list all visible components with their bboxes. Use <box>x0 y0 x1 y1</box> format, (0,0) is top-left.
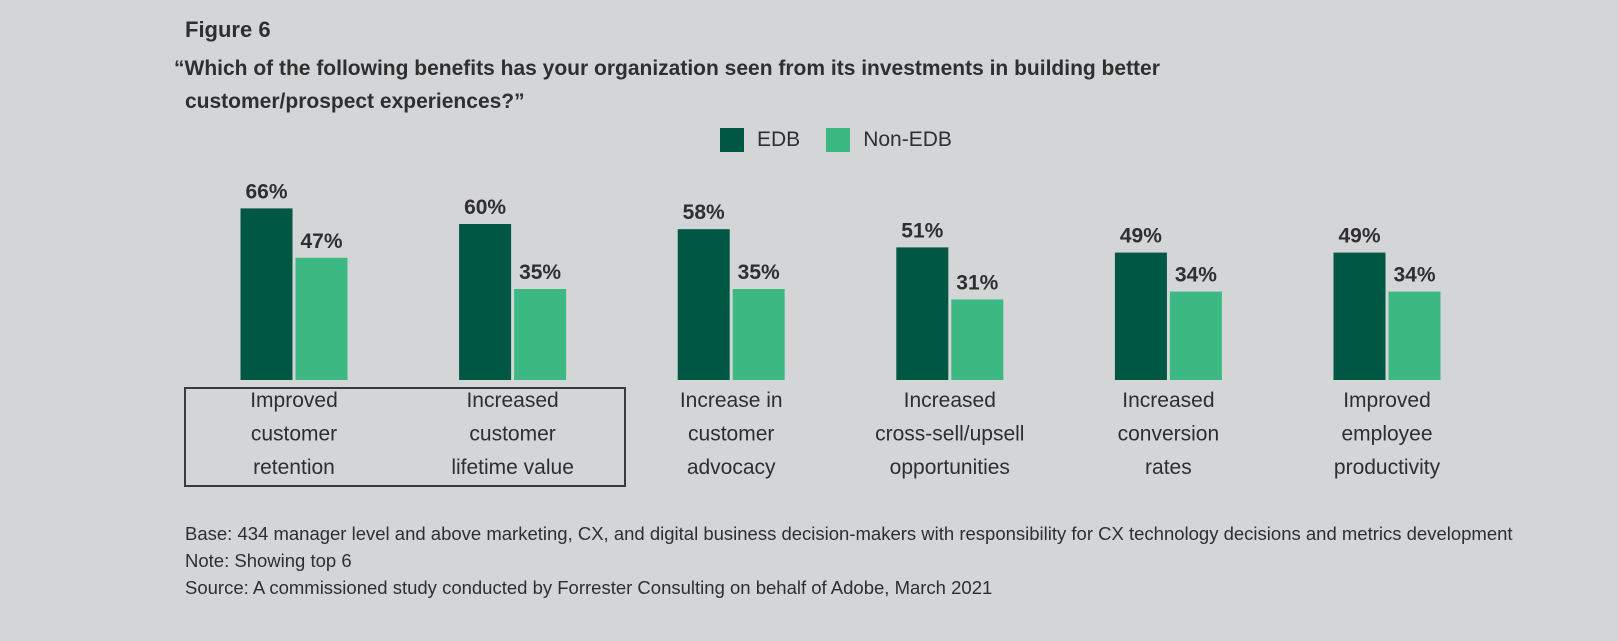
category-label-line: conversion <box>1118 423 1220 446</box>
data-label-non-edb-4: 31% <box>956 271 998 294</box>
data-label-edb-4: 51% <box>901 219 943 242</box>
category-label-2: Increased customer lifetime value <box>451 389 574 479</box>
category-label-3: Increase in customer advocacy <box>680 389 783 479</box>
footnote-source: Source: A commissioned study conducted b… <box>185 577 993 598</box>
bar-non-edb-4 <box>951 299 1004 380</box>
category-label-line: Increase in <box>680 389 783 412</box>
category-label-line: Improved <box>1343 389 1431 412</box>
data-label-edb-3: 58% <box>683 201 725 224</box>
legend-swatch-non-edb <box>826 128 851 152</box>
bar-non-edb-1 <box>295 257 348 380</box>
legend-item-edb: EDB <box>720 128 800 152</box>
category-label-line: retention <box>253 456 335 479</box>
bar-non-edb-6 <box>1388 291 1441 380</box>
data-label-non-edb-6: 34% <box>1393 264 1435 287</box>
legend: EDB Non-EDB <box>720 128 978 152</box>
bar-edb-3 <box>677 229 730 380</box>
bar-edb-1 <box>240 208 293 380</box>
data-label-edb-1: 66% <box>245 180 287 203</box>
data-label-non-edb-1: 47% <box>300 230 342 253</box>
legend-label-non-edb: Non-EDB <box>863 128 952 151</box>
bar-non-edb-3 <box>732 289 785 380</box>
data-label-non-edb-5: 34% <box>1175 264 1217 287</box>
category-label-line: customer <box>251 423 337 446</box>
footnotes: Base: 434 manager level and above market… <box>185 520 1515 601</box>
category-label-6: Improved employee productivity <box>1334 389 1441 479</box>
bar-non-edb-2 <box>514 289 567 380</box>
data-label-edb-2: 60% <box>464 196 506 219</box>
data-label-non-edb-2: 35% <box>519 261 561 284</box>
data-label-non-edb-3: 35% <box>738 261 780 284</box>
legend-label-edb: EDB <box>757 128 801 151</box>
category-label-line: customer <box>469 423 555 446</box>
chart-title-line-2: customer/prospect experiences?” <box>185 90 525 113</box>
category-label-line: Increased <box>1122 389 1214 412</box>
category-label-line: lifetime value <box>451 456 574 479</box>
category-label-1: Improved customer retention <box>250 389 338 479</box>
category-label-line: Increased <box>466 389 558 412</box>
legend-item-non-edb: Non-EDB <box>826 128 952 152</box>
bar-non-edb-5 <box>1169 291 1222 380</box>
category-label-5: Increased conversion rates <box>1118 389 1220 479</box>
chart-title-line-1: “Which of the following benefits has you… <box>174 57 1160 80</box>
data-label-edb-6: 49% <box>1338 225 1380 248</box>
figure-label: Figure 6 <box>185 17 271 42</box>
bar-edb-2 <box>459 224 512 380</box>
legend-swatch-edb <box>720 128 744 152</box>
category-label-line: opportunities <box>890 456 1010 479</box>
footnote-note: Note: Showing top 6 <box>185 550 352 571</box>
chart-title: “Which of the following benefits has you… <box>174 52 1274 118</box>
category-label-line: advocacy <box>687 456 776 479</box>
bar-edb-5 <box>1114 252 1167 380</box>
category-label-line: Improved <box>250 389 338 412</box>
bar-edb-6 <box>1333 252 1386 380</box>
bar-edb-4 <box>896 247 949 380</box>
category-label-line: employee <box>1341 423 1432 446</box>
category-label-line: customer <box>688 423 774 446</box>
category-label-line: rates <box>1145 456 1192 479</box>
category-label-line: cross-sell/upsell <box>875 423 1024 446</box>
footnote-base: Base: 434 manager level and above market… <box>185 523 1513 544</box>
data-label-edb-5: 49% <box>1120 225 1162 248</box>
category-label-4: Increased cross-sell/upsell opportunities <box>875 389 1024 479</box>
category-label-line: productivity <box>1334 456 1441 479</box>
highlight-bracket <box>184 387 626 487</box>
category-label-line: Increased <box>904 389 996 412</box>
